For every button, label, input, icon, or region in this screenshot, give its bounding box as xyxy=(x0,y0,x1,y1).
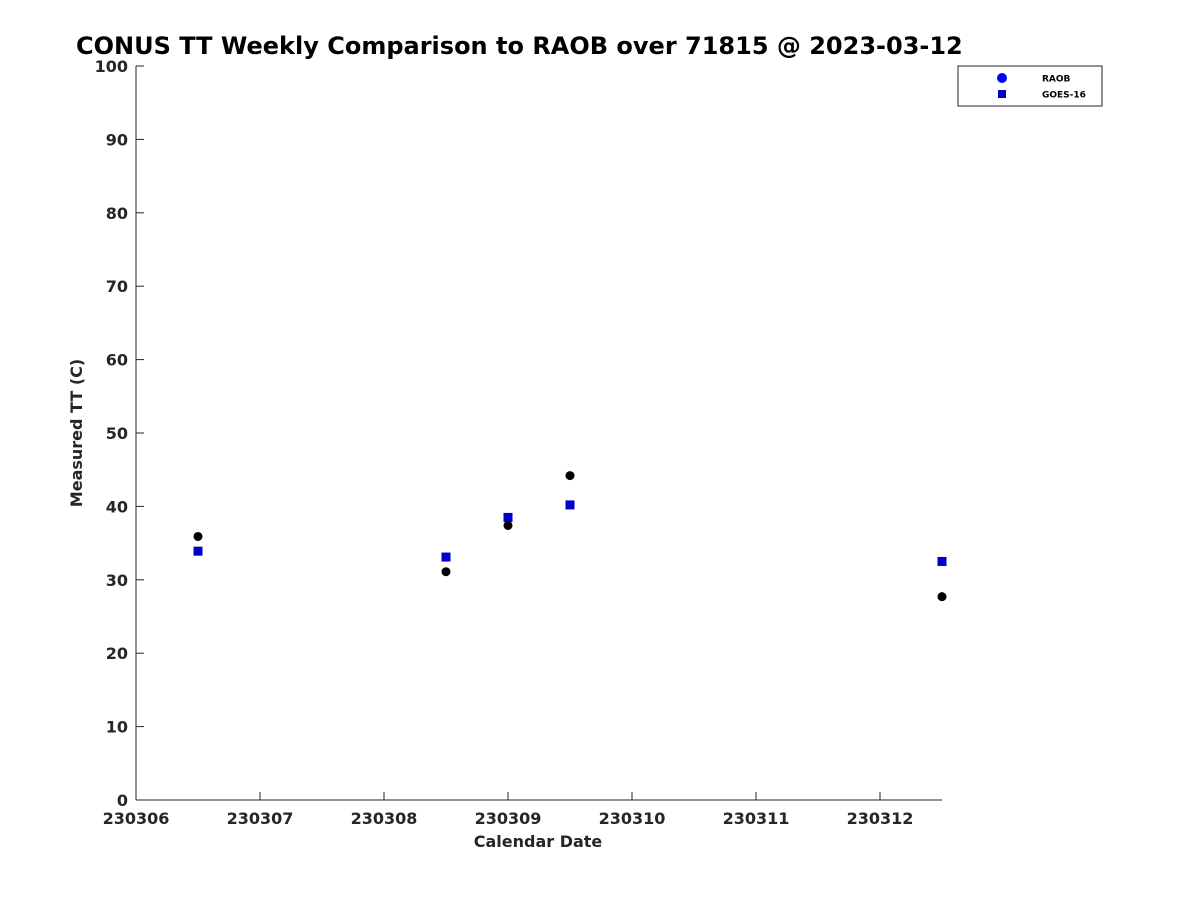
goes-16-point xyxy=(441,552,451,562)
x-axis-label: Calendar Date xyxy=(474,832,603,851)
plot-area xyxy=(135,66,942,801)
y-tick-label: 50 xyxy=(106,424,128,443)
y-axis-label: Measured TT (C) xyxy=(67,359,86,507)
raob-point xyxy=(565,471,575,481)
x-tick-label: 230309 xyxy=(475,809,542,828)
goes-16-point xyxy=(937,556,947,566)
data-markers xyxy=(193,471,947,602)
x-axis-ticks: 230306 230307 230308 230309 230310 230311 2303… xyxy=(103,792,914,828)
raob-point xyxy=(503,520,513,530)
x-tick-label: 230311 xyxy=(723,809,790,828)
x-tick-label: 230312 xyxy=(847,809,914,828)
legend-box xyxy=(957,65,1103,107)
x-tick-label: 230306 xyxy=(103,809,170,828)
legend-goes-16-label: GOES-16 xyxy=(1042,91,1086,101)
raob-point xyxy=(937,592,947,602)
y-tick-label: 60 xyxy=(106,351,128,370)
raob-point xyxy=(441,567,451,577)
legend-raob-marker xyxy=(997,73,1007,83)
x-tick-label: 230308 xyxy=(351,809,418,828)
y-tick-label: 100 xyxy=(95,57,128,76)
goes-16-point xyxy=(193,546,203,556)
y-tick-label: 20 xyxy=(106,644,128,663)
legend-raob-label: RAOB xyxy=(1042,75,1071,85)
y-tick-label: 80 xyxy=(106,204,128,223)
goes-16-point xyxy=(565,500,575,510)
goes-16-point xyxy=(503,512,513,522)
x-tick-label: 230310 xyxy=(599,809,666,828)
y-tick-label: 90 xyxy=(106,130,128,149)
y-tick-label: 0 xyxy=(117,791,128,810)
chart-title: CONUS TT Weekly Comparison to RAOB over … xyxy=(76,32,963,60)
y-tick-label: 40 xyxy=(106,497,128,516)
y-axis-ticks: 0 10 20 30 40 50 60 70 80 90 100 xyxy=(95,57,144,810)
raob-point xyxy=(193,531,203,541)
y-tick-label: 30 xyxy=(106,571,128,590)
y-tick-label: 70 xyxy=(106,277,128,296)
y-tick-label: 10 xyxy=(106,718,128,737)
x-tick-label: 230307 xyxy=(227,809,294,828)
legend: RAOB GOES-16 xyxy=(957,65,1103,107)
legend-goes-16-marker xyxy=(998,90,1006,98)
